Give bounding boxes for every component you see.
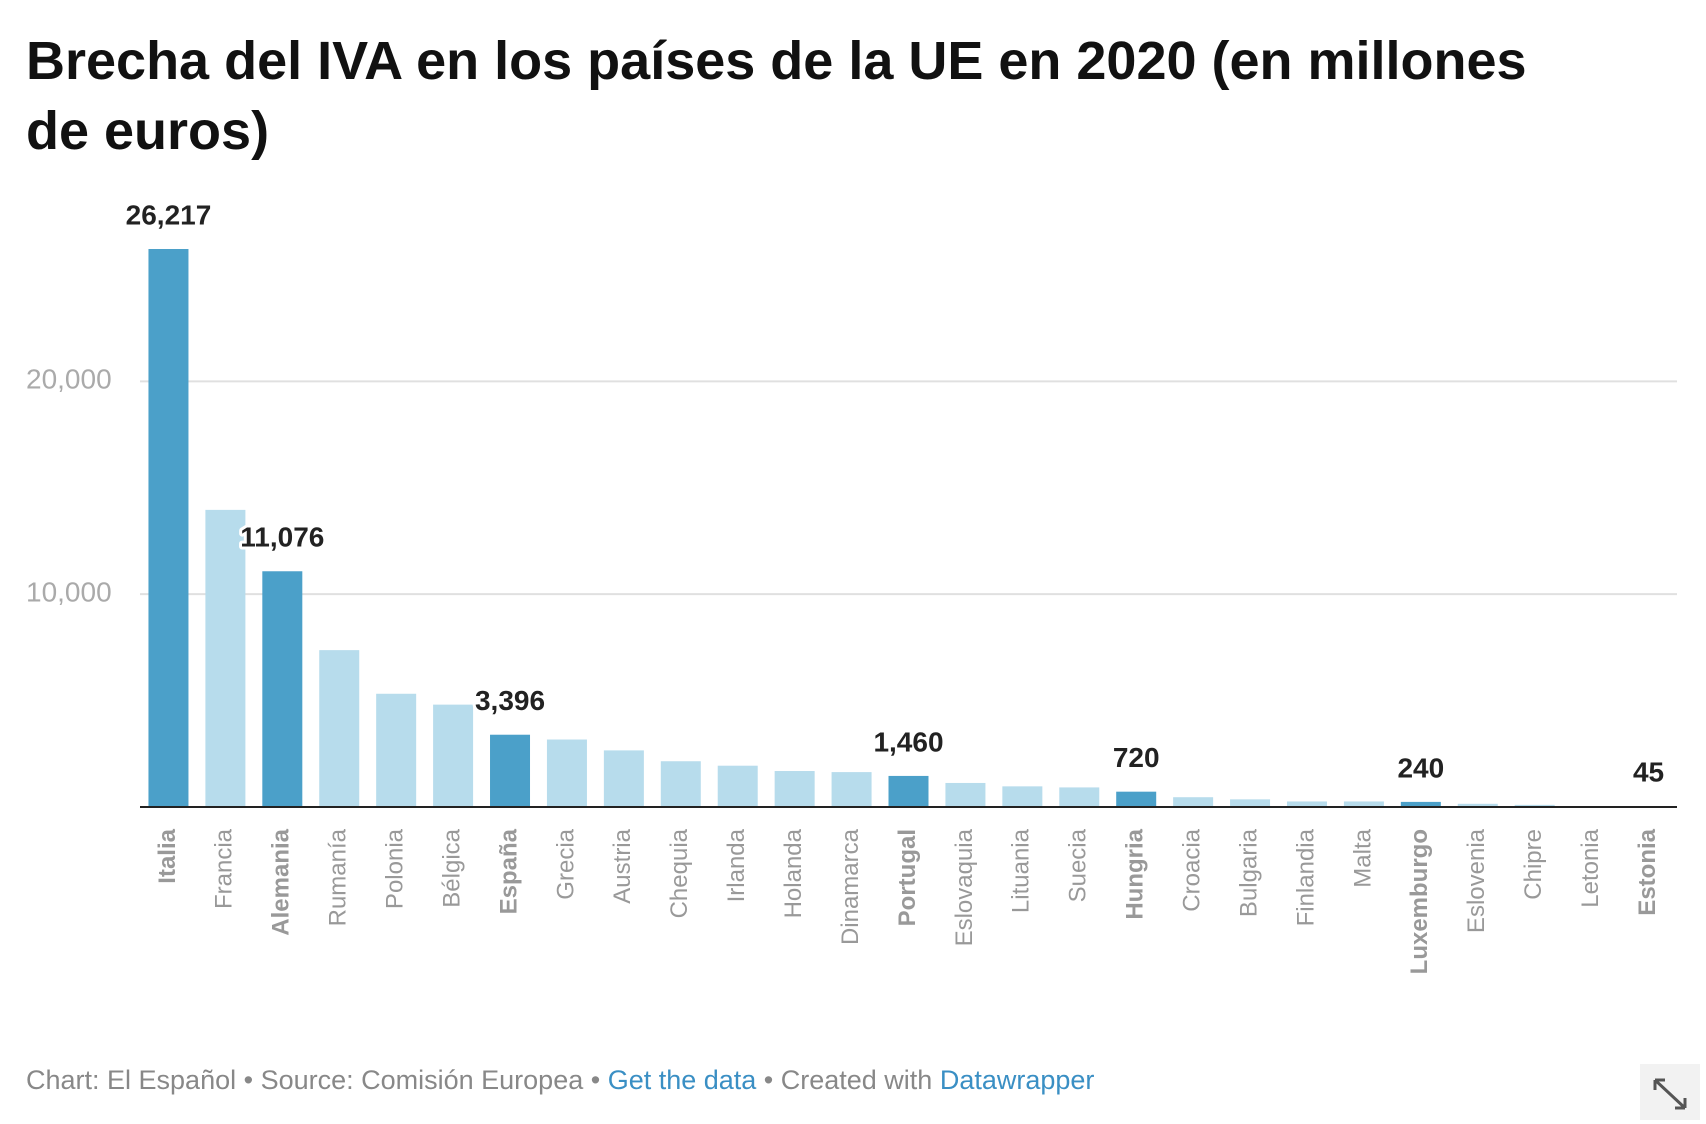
- x-tick-label: Eslovaquia: [951, 828, 978, 946]
- x-tick-label: Chipre: [1520, 829, 1547, 900]
- x-tick-label: Letonia: [1577, 828, 1604, 907]
- x-tick-label: Italia: [154, 828, 181, 883]
- bar: [433, 704, 474, 807]
- x-tick-label: Estonia: [1634, 828, 1661, 915]
- bar: [1116, 791, 1157, 807]
- bar: [831, 772, 872, 807]
- bar: [1400, 801, 1441, 807]
- bar: [262, 571, 303, 807]
- bar: [1514, 804, 1555, 807]
- bar: [717, 765, 758, 807]
- bar: [319, 650, 360, 807]
- bar: [148, 249, 189, 807]
- bar: [1457, 803, 1498, 807]
- y-tick-label: 10,000: [26, 577, 112, 608]
- x-tick-label: Malta: [1349, 828, 1376, 887]
- value-label: 3,396: [475, 685, 545, 716]
- data-link[interactable]: Get the data: [608, 1065, 758, 1095]
- bar: [774, 771, 815, 807]
- x-tick-label: Austria: [609, 828, 636, 903]
- x-tick-label: Bélgica: [438, 828, 465, 907]
- x-tick-label: Croacia: [1178, 828, 1205, 911]
- bar: [1002, 786, 1043, 807]
- footer-created: • Created with: [756, 1065, 940, 1095]
- x-tick-label: Polonia: [382, 828, 409, 909]
- x-tick-label: Francia: [211, 828, 238, 909]
- resize-icon: [1653, 1078, 1687, 1110]
- footer: Chart: El Español • Source: Comisión Eur…: [26, 1065, 1094, 1095]
- x-tick-label: Portugal: [894, 829, 921, 926]
- x-tick-label: Hungria: [1122, 828, 1149, 919]
- footer-credit: Chart: El Español • Source: Comisión Eur…: [26, 1065, 608, 1095]
- bar: [945, 782, 986, 807]
- value-label: 11,076: [240, 522, 324, 553]
- chart-title: Brecha del IVA en los países de la UE en…: [26, 31, 1527, 161]
- x-tick-label: Irlanda: [723, 828, 750, 902]
- x-tick-label: Rumanía: [325, 828, 352, 926]
- bar: [1343, 801, 1384, 807]
- value-label: 1,460: [873, 726, 943, 757]
- x-tick-label: Luxemburgo: [1406, 829, 1433, 974]
- bar: [888, 775, 929, 807]
- x-tick-label: Lituania: [1008, 828, 1035, 913]
- x-tick-label: Dinamarca: [837, 828, 864, 945]
- x-tick-label: Bulgaria: [1235, 828, 1262, 917]
- y-tick-label: 20,000: [26, 364, 112, 395]
- x-tick-label: España: [495, 828, 522, 914]
- value-label: 720: [1113, 742, 1160, 773]
- value-label: 240: [1397, 752, 1444, 783]
- bar: [546, 739, 587, 807]
- tool-link[interactable]: Datawrapper: [940, 1065, 1095, 1095]
- bar: [1286, 801, 1327, 807]
- title-line: Brecha del IVA en los países de la UE en…: [26, 31, 1527, 91]
- bar: [1059, 787, 1100, 807]
- value-label: 26,217: [126, 199, 212, 230]
- bar: [603, 750, 644, 807]
- x-tick-label: Chequia: [666, 828, 693, 918]
- bar: [376, 693, 417, 807]
- bar: [205, 509, 246, 807]
- x-tick-label: Alemania: [268, 828, 295, 935]
- value-label: 45: [1633, 756, 1664, 787]
- x-tick-label: Suecia: [1065, 828, 1092, 902]
- x-tick-label: Holanda: [780, 828, 807, 918]
- title-line: de euros): [26, 101, 269, 161]
- x-tick-label: Eslovenia: [1463, 828, 1490, 933]
- x-tick-label: Finlandia: [1292, 828, 1319, 926]
- bar: [1230, 799, 1271, 807]
- bar: [660, 761, 701, 807]
- bar: [1173, 797, 1214, 807]
- bar: [490, 734, 531, 807]
- x-tick-label: Grecia: [552, 828, 579, 899]
